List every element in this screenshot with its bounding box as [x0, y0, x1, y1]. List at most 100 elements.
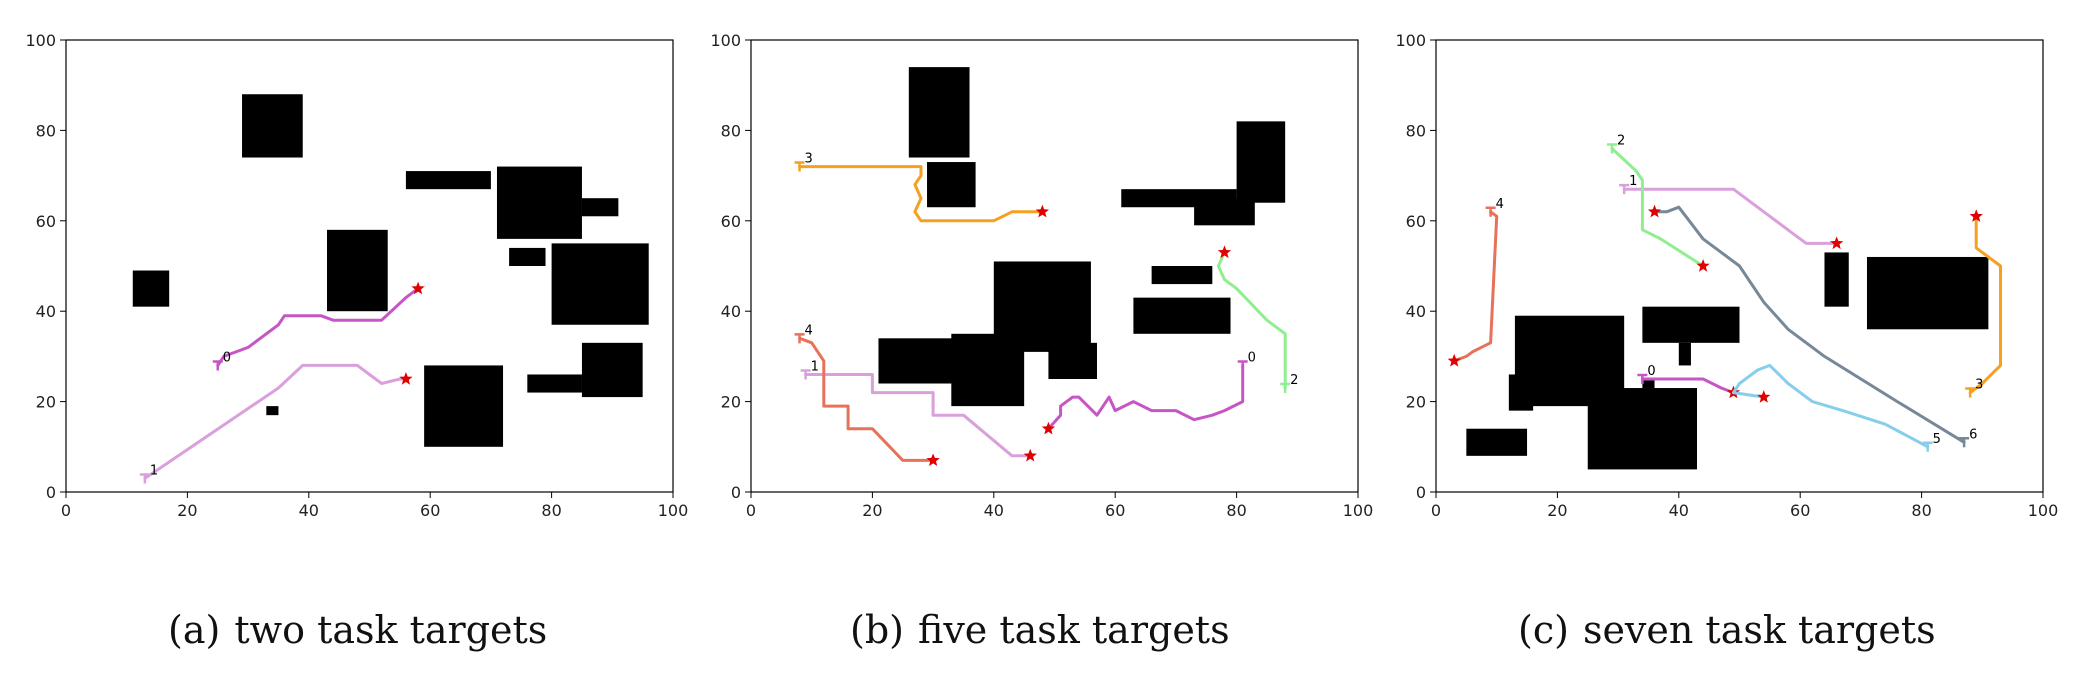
obstacle-a-4: [132, 270, 170, 307]
y-tick-label-c-40: 40: [1406, 302, 1426, 321]
start-marker-c-2: [1607, 143, 1618, 154]
start-marker-b-4: [794, 333, 805, 344]
x-tick-label-b-60: 60: [1105, 501, 1125, 520]
obstacle-c-8: [1866, 256, 1989, 330]
obstacle-a-2: [496, 166, 582, 239]
x-tick-label-a-80: 80: [541, 501, 561, 520]
goal-star-b-2: [1217, 245, 1232, 259]
goal-star-b-1: [1023, 448, 1037, 462]
caption-b-label: (b): [850, 608, 904, 652]
agent-label-b-1: 1: [811, 359, 819, 374]
y-tick-label-c-100: 100: [1395, 31, 1426, 50]
obstacle-b-5: [1151, 266, 1213, 285]
agent-label-b-4: 4: [805, 323, 813, 338]
start-marker-c-0: [1637, 373, 1648, 384]
y-tick-label-b-40: 40: [721, 302, 741, 321]
obstacle-c-3: [1587, 388, 1698, 470]
x-tick-label-c-40: 40: [1669, 501, 1689, 520]
path-a-0: [216, 287, 420, 367]
x-tick-label-a-40: 40: [299, 501, 319, 520]
start-marker-c-5: [1922, 441, 1933, 452]
obstacle-a-10: [581, 342, 643, 398]
start-marker-b-0: [1237, 360, 1248, 371]
obstacle-b-4: [1236, 121, 1286, 203]
start-marker-c-6: [1959, 437, 1970, 448]
goal-star-c-1: [1830, 236, 1844, 250]
path-a-1: [143, 363, 408, 480]
x-tick-label-a-60: 60: [420, 501, 440, 520]
obstacle-a-8: [424, 365, 504, 447]
start-marker-c-3: [1965, 387, 1976, 398]
caption-c-text: seven task targets: [1582, 608, 1936, 652]
obstacle-b-6: [1133, 297, 1231, 334]
goal-star-b-3: [1035, 204, 1049, 218]
path-c-3: [1968, 214, 2002, 395]
start-marker-b-1: [800, 369, 811, 380]
goal-star-c-2: [1696, 259, 1710, 272]
path-c-5: [1731, 363, 1930, 449]
obstacle-a-9: [527, 374, 582, 393]
obstacle-a-3: [581, 198, 619, 217]
x-tick-label-a-0: 0: [61, 501, 71, 520]
path-b-1: [804, 373, 1032, 458]
x-tick-label-c-0: 0: [1431, 501, 1441, 520]
obstacle-c-7: [1824, 252, 1849, 307]
agent-label-c-4: 4: [1496, 197, 1504, 212]
path-b-4: [798, 336, 935, 462]
caption-a-text: two task targets: [234, 608, 548, 652]
agent-label-c-2: 2: [1617, 133, 1625, 148]
x-tick-label-b-40: 40: [984, 501, 1004, 520]
y-tick-label-a-40: 40: [36, 302, 56, 321]
start-marker-c-1: [1619, 183, 1630, 195]
x-tick-label-a-20: 20: [177, 501, 197, 520]
x-tick-label-c-80: 80: [1911, 501, 1931, 520]
y-tick-label-c-80: 80: [1406, 121, 1426, 140]
obstacle-b-10: [1048, 342, 1097, 379]
y-tick-label-a-80: 80: [36, 121, 56, 140]
x-tick-label-b-0: 0: [746, 501, 756, 520]
y-tick-label-a-60: 60: [36, 212, 56, 231]
obstacle-b-9: [951, 333, 1025, 407]
axes-frame-c: [1435, 39, 2044, 493]
y-tick-label-b-60: 60: [721, 212, 741, 231]
goal-star-b-0: [1041, 421, 1056, 435]
y-tick-label-b-100: 100: [710, 31, 741, 50]
x-tick-label-c-20: 20: [1547, 501, 1567, 520]
caption-a-label: (a): [168, 608, 221, 652]
goal-star-c-5: [1757, 390, 1771, 403]
obstacle-b-1: [927, 162, 976, 208]
start-marker-a-0: [212, 360, 223, 371]
path-c-4: [1452, 210, 1499, 363]
agent-label-c-3: 3: [1975, 378, 1983, 393]
start-marker-a-1: [139, 473, 150, 484]
x-tick-label-b-100: 100: [1343, 501, 1374, 520]
x-tick-label-c-60: 60: [1790, 501, 1810, 520]
obstacle-c-1: [1508, 374, 1534, 411]
goal-star-a-1: [399, 372, 413, 385]
obstacle-c-2: [1466, 428, 1528, 456]
goal-star-b-4: [926, 453, 940, 466]
obstacle-b-0: [908, 67, 970, 158]
start-marker-b-3: [794, 161, 805, 172]
x-tick-label-b-80: 80: [1226, 501, 1246, 520]
agent-label-a-0: 0: [223, 350, 231, 365]
goal-star-c-6: [1647, 204, 1662, 218]
agent-label-a-1: 1: [150, 463, 158, 478]
goal-star-c-4: [1447, 353, 1461, 367]
obstacle-c-4: [1642, 379, 1655, 389]
path-c-6: [1653, 205, 1966, 444]
caption-b-text: five task targets: [917, 608, 1230, 652]
obstacle-a-6: [509, 247, 546, 266]
start-marker-b-2: [1280, 382, 1291, 394]
agent-label-b-3: 3: [805, 152, 813, 167]
obstacle-a-11: [266, 406, 279, 416]
agent-label-c-6: 6: [1969, 427, 1977, 442]
caption-b: (b) five task targets: [850, 608, 1230, 652]
y-tick-label-c-20: 20: [1406, 393, 1426, 412]
y-tick-label-a-0: 0: [46, 483, 56, 502]
caption-a: (a) two task targets: [168, 608, 547, 652]
